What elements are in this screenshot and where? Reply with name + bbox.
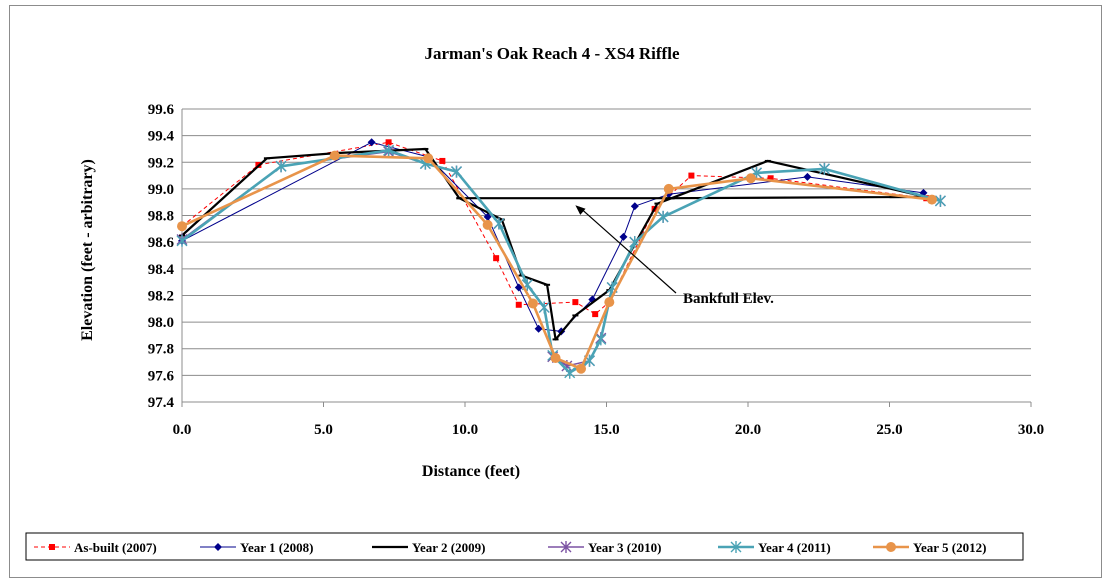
data-point: [423, 153, 434, 164]
y-tick-label: 99.6: [148, 102, 175, 118]
series-line: [181, 141, 927, 315]
y-tick-labels: 97.4 97.6 97.8 98.0 98.2 98.4 98.6 98.8 99.0 99.2…: [148, 102, 175, 411]
data-point: [926, 194, 937, 205]
legend: As-built (2007) Year 1 (2008) Year 2 (2009…: [25, 532, 1024, 561]
data-point: [534, 324, 543, 333]
legend-item: Year 2 (2009): [372, 540, 485, 555]
data-point: [383, 144, 395, 157]
data-point: [818, 162, 830, 175]
chart-frame: Jarman's Oak Reach 4 - XS4 Riffle 97.4 97…: [9, 5, 1102, 578]
data-point: [572, 299, 579, 306]
legend-item: Year 4 (2011): [718, 540, 831, 555]
data-point: [482, 219, 493, 230]
y-tick-label: 99.0: [148, 182, 174, 198]
legend-item: Year 3 (2010): [548, 540, 661, 555]
data-point: [275, 160, 287, 173]
data-point: [483, 212, 492, 221]
chart-area: Jarman's Oak Reach 4 - XS4 Riffle 97.497…: [25, 44, 1045, 561]
legend-box: [25, 532, 1024, 561]
data-point: [177, 221, 187, 232]
data-point: [619, 232, 628, 241]
legend-marker: [560, 541, 572, 553]
x-tick-label: 0.0: [173, 422, 192, 438]
y-tick-label: 98.2: [148, 288, 174, 304]
data-point: [663, 183, 674, 194]
data-point: [493, 217, 505, 230]
y-tick-label: 99.2: [148, 155, 174, 171]
series-2: [178, 138, 928, 336]
data-point: [176, 234, 188, 247]
legend-label: Year 3 (2010): [588, 540, 661, 555]
legend-marker: [886, 542, 896, 552]
data-point: [527, 298, 538, 309]
data-point: [451, 165, 463, 178]
data-point: [550, 353, 561, 364]
y-axis-label: Elevation (feet - arbitrary): [79, 159, 96, 341]
annotation-arrowhead: [575, 205, 586, 215]
data-point: [934, 194, 946, 207]
legend-marker: [730, 541, 742, 553]
data-point: [745, 173, 756, 184]
series-line: [181, 149, 941, 374]
y-tick-label: 98.6: [148, 235, 175, 251]
legend-label: Year 4 (2011): [758, 540, 831, 555]
x-tick-label: 25.0: [876, 422, 902, 438]
legend-label: Year 2 (2009): [412, 540, 485, 555]
x-tick-label: 20.0: [735, 422, 761, 438]
legend-item: Year 1 (2008): [200, 540, 313, 555]
x-tick-label: 10.0: [452, 422, 478, 438]
data-point: [367, 138, 376, 147]
legend-item: As-built (2007): [34, 540, 157, 555]
data-point: [564, 366, 576, 379]
x-tick-labels: 0.0 5.0 10.0 15.0 20.0 25.0 30.0: [173, 422, 1045, 438]
series-group: [176, 138, 946, 379]
data-point: [767, 175, 774, 182]
annotation-text: Bankfull Elev.: [683, 291, 774, 307]
data-point: [630, 202, 639, 211]
legend-label: As-built (2007): [74, 540, 157, 555]
x-tick-label: 5.0: [314, 422, 333, 438]
y-tick-label: 97.4: [148, 395, 175, 411]
y-tick-label: 97.6: [148, 368, 175, 384]
axes: [181, 109, 1032, 407]
annotation-arrow: [578, 206, 677, 294]
series-3: [179, 147, 930, 341]
data-point: [439, 157, 446, 164]
legend-label: Year 1 (2008): [240, 540, 313, 555]
grid-lines: [182, 108, 1031, 403]
y-tick-label: 98.0: [148, 315, 174, 331]
chart-title: Jarman's Oak Reach 4 - XS4 Riffle: [425, 44, 680, 63]
y-tick-label: 97.8: [148, 342, 174, 358]
x-tick-label: 30.0: [1018, 422, 1044, 438]
data-point: [688, 172, 695, 179]
data-point: [657, 210, 669, 223]
data-point: [592, 311, 599, 318]
data-point: [493, 255, 500, 262]
x-tick-label: 15.0: [593, 422, 619, 438]
data-point: [595, 333, 607, 346]
legend-label: Year 5 (2012): [913, 540, 986, 555]
data-point: [514, 283, 523, 292]
y-tick-label: 99.4: [148, 129, 175, 145]
series-5: [176, 144, 946, 379]
data-point: [538, 301, 550, 314]
series-6: [177, 150, 937, 374]
data-point: [604, 297, 615, 308]
data-point: [329, 150, 340, 161]
data-point: [576, 363, 587, 374]
data-point: [515, 301, 522, 308]
legend-marker: [214, 543, 222, 551]
legend-marker: [49, 544, 55, 550]
x-axis-label: Distance (feet): [422, 463, 520, 480]
annotation: Bankfull Elev.: [575, 205, 774, 307]
legend-item: Year 5 (2012): [873, 540, 986, 555]
data-point: [803, 172, 812, 181]
data-point: [385, 139, 392, 146]
y-tick-label: 98.4: [148, 262, 175, 278]
y-tick-label: 98.8: [148, 209, 174, 225]
